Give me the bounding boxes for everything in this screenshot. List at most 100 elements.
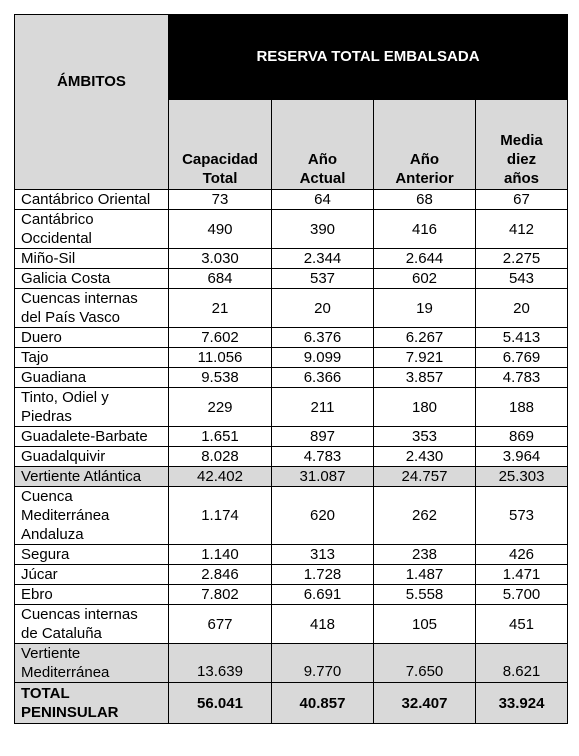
ano-actual-value: 897 <box>271 426 374 447</box>
media-diez-anos-value: 5.413 <box>474 327 569 348</box>
ano-actual-value: 9.770 <box>271 643 374 683</box>
cell-line: Júcar <box>21 566 58 583</box>
table-header: ÁMBITOS RESERVA TOTAL EMBALSADA Capacida… <box>14 14 569 191</box>
ambito-name: Cuencas internas del País Vasco <box>14 288 169 328</box>
ano-actual-value: 390 <box>271 209 374 249</box>
media-diez-anos-value: 25.303 <box>474 466 569 487</box>
ambito-name: Vertiente Atlántica <box>14 466 169 487</box>
ano-anterior-value: 602 <box>373 268 476 289</box>
ano-actual-value: 20 <box>271 288 374 328</box>
table-row: Tinto, Odiel y Piedras 229 211 180 188 <box>14 387 569 427</box>
ano-actual-value: 313 <box>271 544 374 565</box>
media-diez-anos-value: 2.275 <box>474 248 569 269</box>
capacidad-total-value: 8.028 <box>168 446 272 467</box>
capacidad-total-value: 3.030 <box>168 248 272 269</box>
table-row: Guadalete-Barbate 1.651 897 353 869 <box>14 426 569 447</box>
cell-line: Miño-Sil <box>21 250 76 267</box>
ano-anterior-value: 353 <box>373 426 476 447</box>
ambito-name: Galicia Costa <box>14 268 169 289</box>
capacidad-total-value: 9.538 <box>168 367 272 388</box>
capacidad-total-value: 490 <box>168 209 272 249</box>
table-body: Cantábrico Oriental 73 64 68 67 Cantábrico Occ… <box>14 189 569 724</box>
media-diez-anos-value: 3.964 <box>474 446 569 467</box>
ano-anterior-value: 238 <box>373 544 476 565</box>
table-row: Cantábrico Oriental 73 64 68 67 <box>14 189 569 210</box>
capacidad-total-value: 1.174 <box>168 486 272 545</box>
ano-actual-value: 40.857 <box>271 682 374 724</box>
media-diez-anos-value: 412 <box>474 209 569 249</box>
cell-line: diez <box>506 151 537 168</box>
media-diez-anos-value: 1.471 <box>474 564 569 585</box>
capacidad-total-value: 1.651 <box>168 426 272 447</box>
media-diez-anos-value: 4.783 <box>474 367 569 388</box>
cell-line: Año <box>307 151 338 168</box>
table-row: Miño-Sil 3.030 2.344 2.644 2.275 <box>14 248 569 269</box>
reserva-total-header: RESERVA TOTAL EMBALSADA <box>167 14 569 100</box>
ambito-name: Segura <box>14 544 169 565</box>
ano-actual-value: 1.728 <box>271 564 374 585</box>
cell-line: Guadiana <box>21 369 87 386</box>
media-diez-anos-value: 6.769 <box>474 347 569 368</box>
capacidad-total-value: 229 <box>168 387 272 427</box>
table-row: Vertiente Mediterránea 13.639 9.770 7.650 8.6… <box>14 643 569 683</box>
cell-line: Tajo <box>21 349 49 366</box>
ambito-name: Vertiente Mediterránea <box>14 643 169 683</box>
cell-line: Mediterránea <box>21 507 110 524</box>
cell-line: Segura <box>21 546 70 563</box>
cell-line: Andaluza <box>21 526 84 543</box>
table-row: TOTAL PENINSULAR 56.041 40.857 32.407 33.924 <box>14 682 569 724</box>
ambito-name: Guadalquivir <box>14 446 169 467</box>
cell-line: Vertiente Atlántica <box>21 468 142 485</box>
media-diez-anos-value: 869 <box>474 426 569 447</box>
ambitos-header: ÁMBITOS <box>14 14 169 190</box>
ano-actual-value: 64 <box>271 189 374 210</box>
capacidad-total-value: 684 <box>168 268 272 289</box>
cell-line: Cantábrico Oriental <box>21 191 151 208</box>
ano-anterior-value: 180 <box>373 387 476 427</box>
capacidad-total-value: 42.402 <box>168 466 272 487</box>
cell-line: Cuencas internas <box>21 606 138 623</box>
ano-actual-value: 6.366 <box>271 367 374 388</box>
capacidad-total-value: 7.602 <box>168 327 272 348</box>
media-diez-anos-value: 426 <box>474 544 569 565</box>
cell-line: Guadalquivir <box>21 448 106 465</box>
table-row: Cantábrico Occidental 490 390 416 412 <box>14 209 569 249</box>
cell-line: Occidental <box>21 230 92 247</box>
ambito-name: Guadiana <box>14 367 169 388</box>
cell-line: Anterior <box>395 170 454 187</box>
cell-line: Duero <box>21 329 62 346</box>
ano-anterior-value: 24.757 <box>373 466 476 487</box>
table-row: Cuencas internas de Cataluña 677 418 105 451 <box>14 604 569 644</box>
table-row: Guadalquivir 8.028 4.783 2.430 3.964 <box>14 446 569 467</box>
capacidad-total-header: Capacidad Total <box>168 98 272 191</box>
ano-actual-value: 6.691 <box>271 584 374 605</box>
ano-actual-value: 211 <box>271 387 374 427</box>
ambito-name: Cantábrico Oriental <box>14 189 169 210</box>
media-diez-anos-value: 5.700 <box>474 584 569 605</box>
capacidad-total-value: 2.846 <box>168 564 272 585</box>
media-diez-anos-value: 188 <box>474 387 569 427</box>
cell-line: Total <box>202 170 238 187</box>
ano-anterior-value: 6.267 <box>373 327 476 348</box>
ambito-name: Tinto, Odiel y Piedras <box>14 387 169 427</box>
capacidad-total-value: 73 <box>168 189 272 210</box>
cell-line: Capacidad <box>182 151 258 168</box>
ano-actual-value: 537 <box>271 268 374 289</box>
ano-actual-value: 2.344 <box>271 248 374 269</box>
cell-line: Guadalete-Barbate <box>21 428 148 445</box>
capacidad-total-value: 13.639 <box>168 643 272 683</box>
ano-anterior-value: 7.921 <box>373 347 476 368</box>
cell-line: Cantábrico <box>21 211 94 228</box>
ambito-name: Júcar <box>14 564 169 585</box>
ano-anterior-value: 5.558 <box>373 584 476 605</box>
ano-anterior-value: 32.407 <box>373 682 476 724</box>
media-diez-anos-header: Media diez años <box>474 98 569 191</box>
ano-anterior-header: Año Anterior <box>373 98 476 191</box>
ano-actual-header: Año Actual <box>271 98 374 191</box>
subheader-row: Capacidad Total Año Actual Año Anterior Media d… <box>15 98 569 191</box>
ambito-name: Duero <box>14 327 169 348</box>
ano-anterior-value: 19 <box>373 288 476 328</box>
ambito-name: Miño-Sil <box>14 248 169 269</box>
table-row: Galicia Costa 684 537 602 543 <box>14 268 569 289</box>
ano-anterior-value: 2.644 <box>373 248 476 269</box>
